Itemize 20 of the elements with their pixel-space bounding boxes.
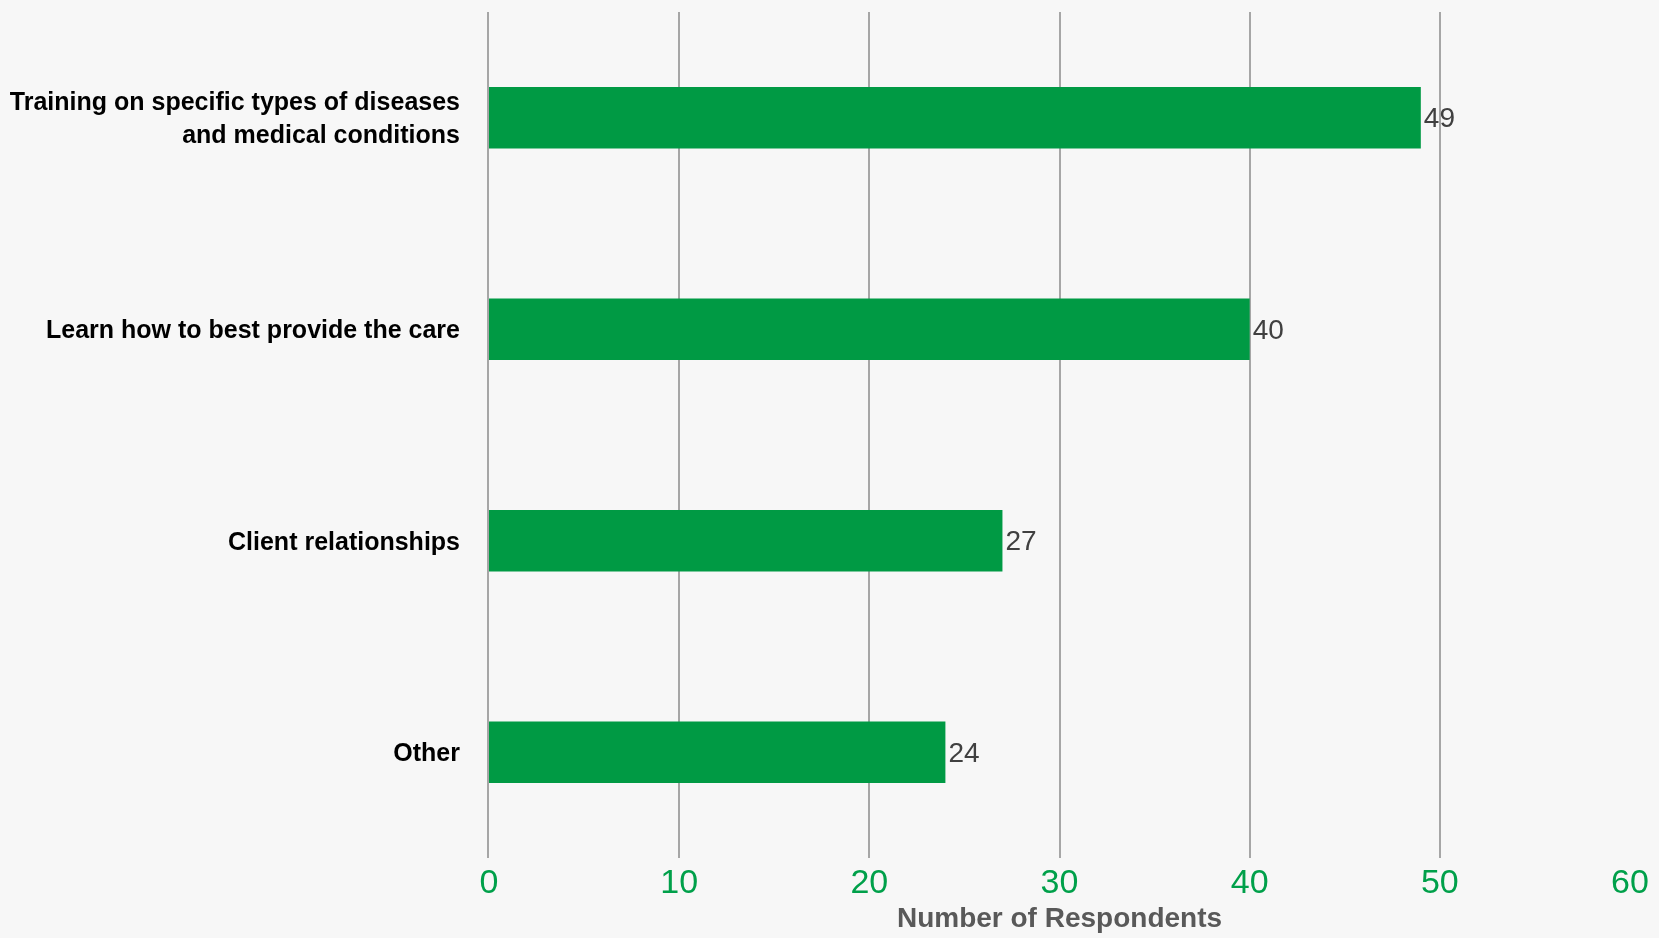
data-label: 40: [1252, 313, 1284, 345]
y-tick-label: Training on specific types of diseases and medical conditions: [9, 87, 460, 148]
data-label: 49: [1423, 102, 1455, 134]
x-axis-title: Number of Respondents: [896, 902, 1223, 934]
x-tick-label: 60: [1611, 862, 1649, 900]
data-label: 24: [948, 736, 980, 768]
bar: [489, 721, 946, 783]
x-tick-label: 50: [1420, 862, 1459, 900]
y-tick-label: Other: [393, 738, 461, 766]
y-tick-label: Client relationships: [228, 526, 460, 555]
bar: [489, 87, 1421, 149]
x-tick-label: 0: [479, 862, 499, 900]
bar: [489, 510, 1003, 572]
x-tick-label: 10: [660, 862, 699, 900]
y-tick-label: Learn how to best provide the care: [46, 315, 461, 343]
x-tick-label: 30: [1040, 862, 1079, 900]
x-tick-label: 40: [1230, 862, 1269, 900]
x-tick-label: 20: [850, 862, 889, 900]
data-label: 27: [1005, 525, 1037, 557]
bar: [489, 298, 1250, 360]
